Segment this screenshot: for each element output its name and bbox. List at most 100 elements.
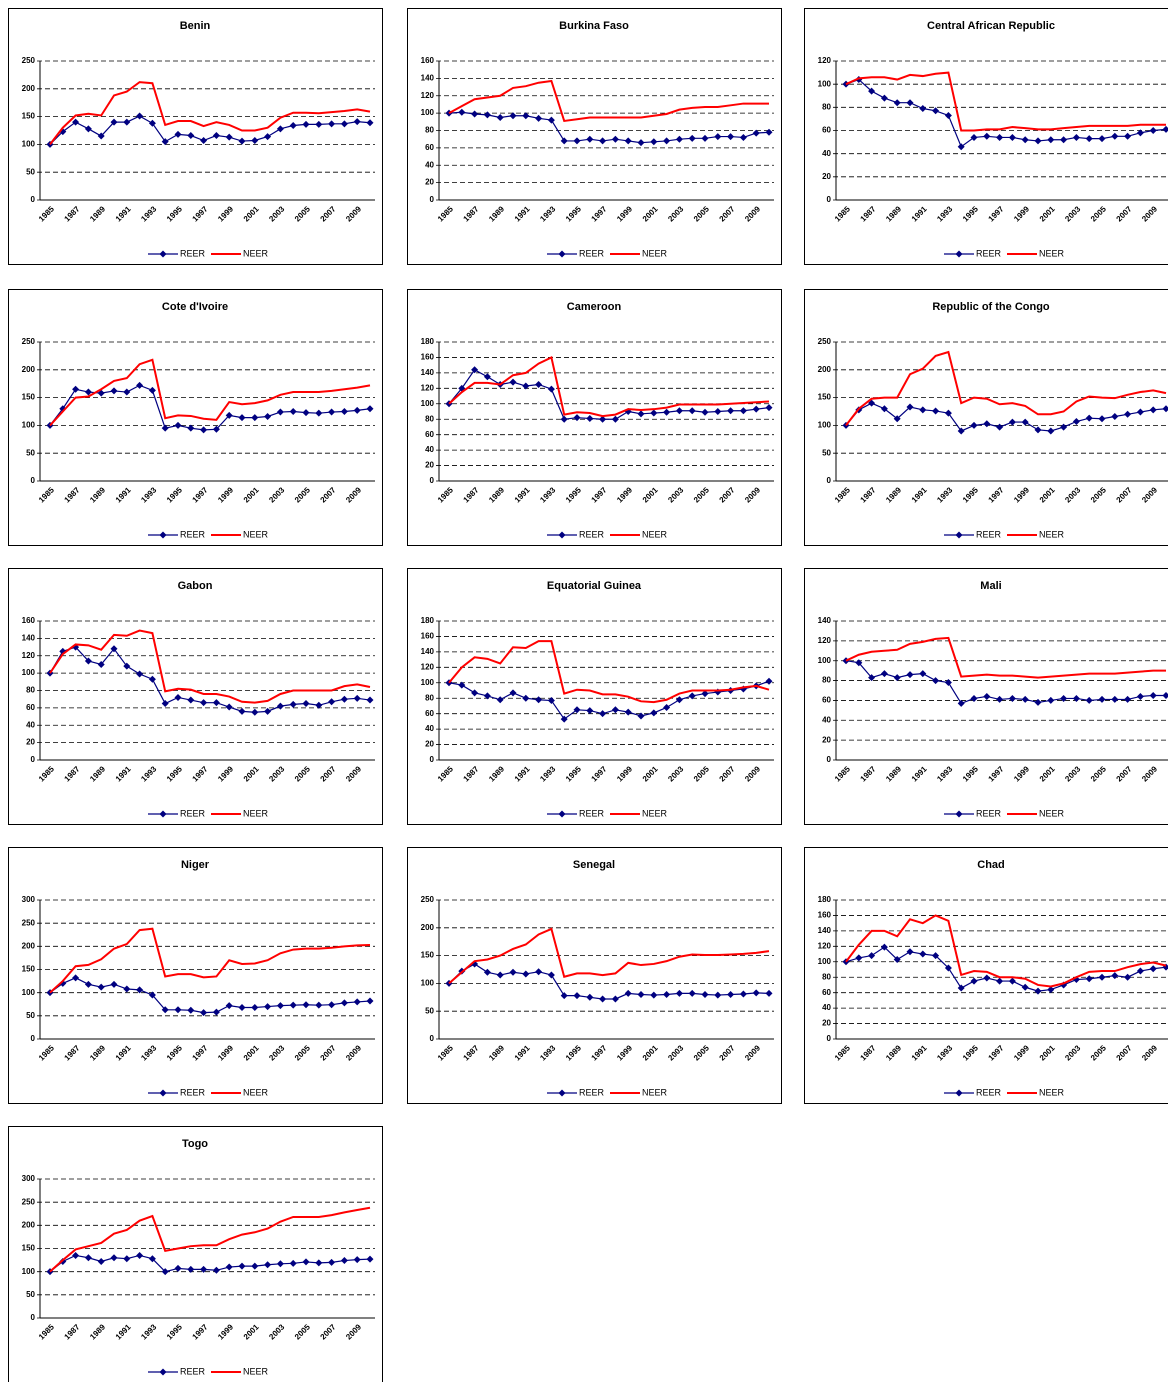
marker — [727, 407, 735, 415]
y-tick-label: 250 — [22, 56, 36, 65]
marker — [637, 139, 645, 147]
marker — [1162, 125, 1168, 133]
y-tick-label: 0 — [827, 195, 832, 204]
y-tick-label: 100 — [22, 421, 36, 430]
marker — [522, 112, 530, 120]
marker — [1072, 133, 1080, 141]
marker — [970, 421, 978, 429]
y-tick-label: 200 — [818, 365, 832, 374]
chart-title: Cote d'Ivoire — [162, 301, 228, 313]
series-line — [49, 81, 371, 146]
y-tick-label: 100 — [818, 957, 832, 966]
marker — [1149, 691, 1157, 699]
marker — [340, 120, 348, 128]
marker — [251, 414, 259, 422]
marker — [110, 118, 118, 126]
marker — [84, 657, 92, 665]
chart-title: Niger — [181, 859, 210, 871]
marker — [136, 1251, 144, 1259]
marker — [1136, 408, 1144, 416]
legend-marker — [955, 1089, 963, 1097]
legend-marker — [955, 810, 963, 818]
marker — [675, 989, 683, 997]
chart-frame — [8, 8, 383, 265]
y-tick-label: 0 — [430, 755, 435, 764]
marker — [302, 1258, 310, 1266]
marker — [289, 700, 297, 708]
y-tick-label: 200 — [22, 84, 36, 93]
y-tick-label: 60 — [425, 430, 434, 439]
marker — [302, 120, 310, 128]
y-tick-label: 0 — [31, 476, 36, 485]
marker — [650, 409, 658, 417]
chart-frame — [407, 568, 782, 825]
marker — [663, 703, 671, 711]
marker — [1085, 696, 1093, 704]
y-tick-label: 0 — [827, 755, 832, 764]
y-tick-label: 250 — [818, 337, 832, 346]
marker — [97, 660, 105, 668]
marker — [136, 670, 144, 678]
legend-marker — [955, 250, 963, 258]
marker — [366, 997, 374, 1005]
y-tick-label: 100 — [421, 979, 435, 988]
marker — [535, 114, 543, 122]
marker — [855, 954, 863, 962]
marker — [1136, 129, 1144, 137]
y-tick-label: 60 — [425, 709, 434, 718]
marker — [906, 671, 914, 679]
marker — [675, 407, 683, 415]
marker — [225, 411, 233, 419]
marker — [560, 137, 568, 145]
marker — [637, 410, 645, 418]
y-tick-label: 140 — [22, 633, 36, 642]
marker — [72, 1251, 80, 1259]
marker — [714, 991, 722, 999]
marker — [868, 952, 876, 960]
y-tick-label: 40 — [822, 715, 831, 724]
y-tick-label: 160 — [22, 616, 36, 625]
marker — [893, 674, 901, 682]
marker — [289, 1001, 297, 1009]
legend-label: NEER — [243, 1366, 269, 1376]
y-tick-label: 60 — [822, 696, 831, 705]
marker — [944, 409, 952, 417]
marker — [97, 132, 105, 140]
marker — [1149, 406, 1157, 414]
series-line — [448, 640, 770, 704]
marker — [586, 414, 594, 422]
marker — [238, 707, 246, 715]
y-tick-label: 150 — [22, 1244, 36, 1253]
marker — [483, 968, 491, 976]
series-line — [49, 629, 371, 704]
chart-title: Benin — [180, 20, 211, 32]
marker — [650, 991, 658, 999]
marker — [599, 137, 607, 145]
marker — [471, 366, 479, 374]
marker — [970, 977, 978, 985]
y-tick-label: 40 — [822, 1003, 831, 1012]
marker — [868, 674, 876, 682]
marker — [97, 983, 105, 991]
series-line — [845, 71, 1166, 132]
marker — [353, 1256, 361, 1264]
marker — [353, 406, 361, 414]
marker — [1162, 405, 1168, 413]
marker — [868, 399, 876, 407]
marker — [701, 991, 709, 999]
marker — [1047, 136, 1055, 144]
marker — [174, 1264, 182, 1272]
marker — [340, 408, 348, 415]
marker — [1111, 695, 1119, 703]
marker — [522, 694, 530, 702]
chart: Republic of the Congo0501001502002501985… — [804, 289, 1168, 546]
marker — [547, 697, 555, 705]
marker — [1085, 414, 1093, 422]
legend-label: NEER — [642, 1087, 668, 1097]
marker — [496, 696, 504, 704]
marker — [353, 998, 361, 1006]
marker — [1111, 972, 1119, 980]
marker — [238, 137, 246, 145]
marker — [1047, 986, 1055, 994]
